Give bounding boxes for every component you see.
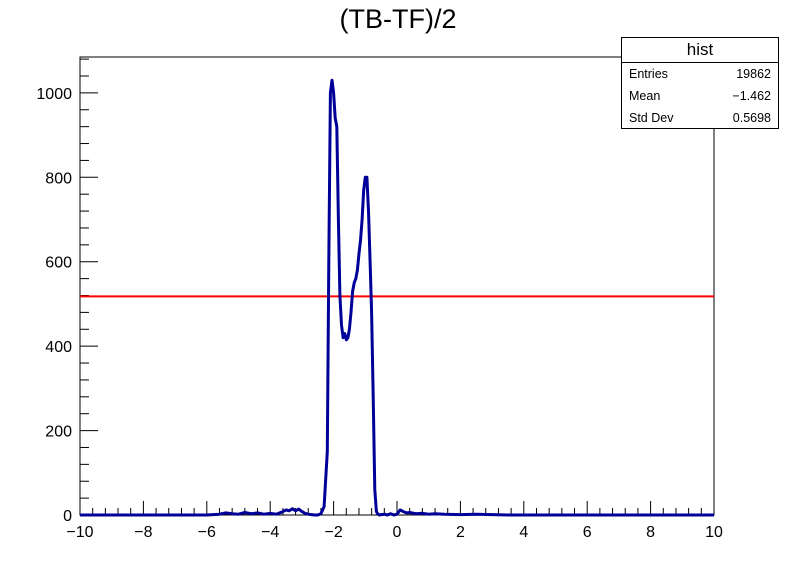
x-tick-label: 10 [705, 524, 723, 541]
stats-row-stddev: Std Dev 0.5698 [622, 107, 778, 129]
stats-key: Entries [629, 67, 668, 81]
x-tick-label: 4 [519, 524, 528, 541]
plot-frame [79, 56, 715, 516]
stats-box: hist Entries 19862 Mean −1.462 Std Dev 0… [621, 37, 779, 129]
x-tick-label: −2 [324, 524, 342, 541]
x-tick-label: 8 [646, 524, 655, 541]
chart-title: (TB-TF)/2 [339, 4, 457, 34]
x-tick-label: 0 [393, 524, 402, 541]
y-tick-label: 0 [63, 508, 72, 525]
y-tick-label: 1000 [36, 86, 72, 103]
stats-key: Std Dev [629, 111, 674, 125]
x-tick-label: −10 [66, 524, 93, 541]
y-tick-label: 600 [45, 255, 72, 272]
x-tick-label: −6 [198, 524, 216, 541]
x-tick-label: 6 [583, 524, 592, 541]
stats-title: hist [622, 38, 778, 63]
stats-value: −1.462 [732, 89, 771, 103]
stats-value: 19862 [736, 67, 771, 81]
stats-value: 0.5698 [732, 111, 771, 125]
y-tick-label: 800 [45, 170, 72, 187]
stats-key: Mean [629, 89, 661, 103]
x-tick-label: −8 [134, 524, 152, 541]
y-tick-label: 400 [45, 339, 72, 356]
stats-row-entries: Entries 19862 [622, 63, 778, 85]
y-tick-label: 200 [45, 424, 72, 441]
x-tick-label: 2 [456, 524, 465, 541]
stats-row-mean: Mean −1.462 [622, 85, 778, 107]
histogram-series-line [80, 78, 714, 517]
x-tick-label: −4 [261, 524, 279, 541]
